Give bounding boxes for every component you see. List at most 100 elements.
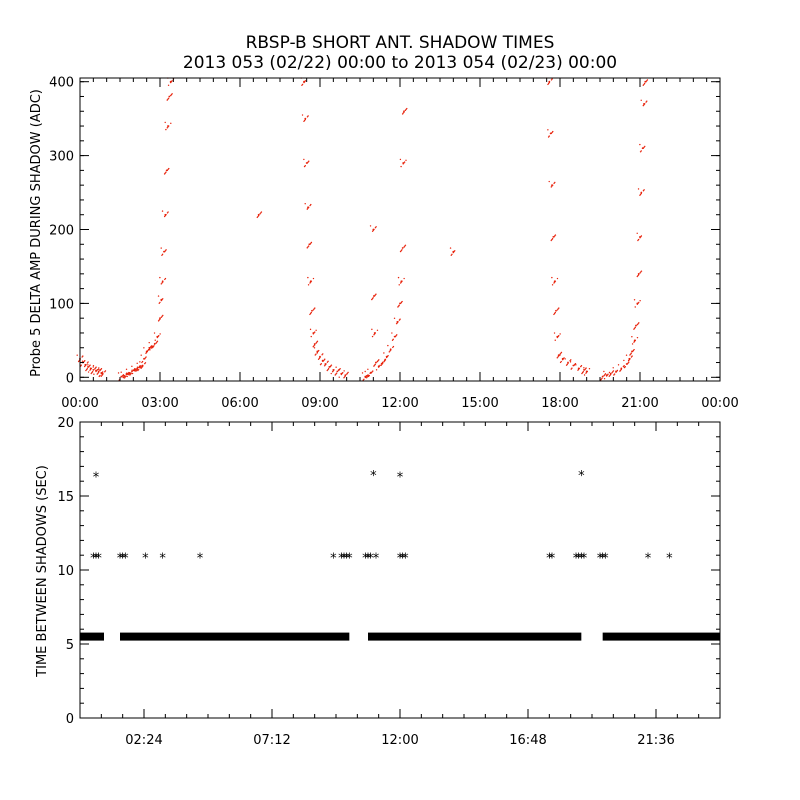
top-data-point: [141, 361, 143, 364]
top-data-point: [559, 354, 561, 356]
top-data-point: [340, 373, 343, 376]
top-data-point: [399, 282, 402, 284]
top-data-point: [170, 122, 172, 125]
top-data-point: [636, 303, 639, 306]
top-data-point: [547, 83, 549, 86]
bottom-y-tick-label: 20: [57, 416, 74, 431]
bottom-data-point: *: [93, 552, 100, 567]
top-data-point: [633, 341, 635, 343]
top-x-tick-label: 21:00: [621, 396, 658, 411]
bottom-data-point: *: [578, 469, 585, 484]
top-data-point: [343, 370, 345, 372]
top-data-point: [316, 352, 318, 354]
top-data-point: [149, 349, 151, 351]
top-data-point: [642, 104, 644, 107]
top-data-point: [588, 367, 591, 370]
top-data-point: [373, 334, 375, 336]
top-data-point: [83, 365, 86, 368]
top-data-point: [94, 368, 96, 370]
top-data-point: [161, 210, 164, 212]
top-data-point: [387, 344, 389, 347]
top-data-point: [312, 309, 315, 311]
chart-title-line2: 2013 053 (02/22) 00:00 to 2013 054 (02/2…: [183, 53, 617, 73]
bottom-data-point: *: [367, 552, 374, 567]
top-data-point: [403, 246, 405, 248]
top-data-point: [559, 361, 562, 364]
top-data-point: [168, 95, 171, 98]
bottom-data-point: *: [666, 552, 673, 567]
top-data-point: [634, 306, 636, 308]
top-data-point: [401, 113, 404, 115]
top-data-point: [374, 227, 377, 229]
bottom-data-point: *: [599, 552, 606, 567]
top-data-point: [309, 204, 311, 207]
top-data-point: [121, 375, 123, 378]
top-data-point: [132, 369, 135, 372]
top-data-point: [623, 366, 626, 369]
top-data-point: [398, 319, 401, 321]
top-data-point: [170, 94, 172, 97]
top-data-point: [95, 370, 97, 373]
top-data-point: [611, 372, 613, 374]
top-data-point: [89, 369, 91, 371]
top-data-point: [145, 352, 147, 354]
top-data-point: [627, 359, 630, 362]
top-data-point: [626, 363, 629, 365]
top-data-point: [155, 342, 157, 344]
top-data-point: [556, 309, 559, 311]
top-data-point: [153, 343, 156, 345]
top-data-point: [323, 365, 326, 367]
top-data-point: [385, 356, 388, 359]
top-data-point: [166, 99, 168, 101]
top-data-point: [117, 372, 120, 374]
top-data-point: [373, 295, 376, 297]
bottom-data-point: *: [362, 552, 369, 567]
top-data-point: [559, 333, 561, 335]
top-data-point: [369, 225, 372, 227]
bottom-data-point: *: [397, 552, 404, 567]
top-data-point: [144, 362, 146, 365]
top-plot-frame: [79, 77, 721, 382]
bottom-data-point: *: [581, 552, 588, 567]
top-data-point: [160, 299, 163, 302]
bottom-data-run: [80, 632, 104, 641]
bottom-data-point: *: [90, 552, 97, 567]
top-y-tick-label: 300: [49, 150, 74, 165]
top-data-point: [623, 359, 625, 362]
top-data-point: [303, 81, 305, 84]
top-data-point: [99, 369, 101, 371]
top-data-point: [371, 335, 374, 338]
top-data-point: [135, 370, 137, 372]
bottom-y-tick-label: 10: [57, 564, 74, 579]
top-data-point: [306, 162, 309, 164]
top-data-point: [561, 359, 564, 361]
top-data-point: [120, 371, 122, 373]
top-data-point: [645, 101, 647, 103]
bottom-data-point: *: [578, 552, 585, 567]
top-data-point: [85, 369, 87, 372]
top-data-point: [640, 99, 642, 101]
top-data-point: [122, 376, 125, 379]
top-data-point: [259, 213, 261, 215]
bottom-data-point: *: [370, 469, 377, 484]
top-data-point: [153, 332, 156, 334]
bottom-data-point: *: [142, 552, 149, 567]
top-data-point: [551, 284, 554, 286]
bottom-data-point: *: [343, 552, 350, 567]
top-data-point: [303, 158, 305, 161]
top-axes: 00:00 03:00 06:00 09:00 12:00 15:00 18:00 21:00…: [49, 76, 739, 411]
top-data-point: [553, 282, 555, 284]
top-data-point: [309, 243, 311, 245]
top-data-point: [157, 320, 160, 322]
top-data-point: [303, 120, 305, 123]
top-data-point: [376, 329, 379, 331]
top-data-point: [383, 359, 386, 361]
top-data-point: [636, 336, 639, 339]
bottom-data-point: *: [573, 552, 580, 567]
bottom-data-point: *: [159, 552, 166, 567]
top-data-point: [550, 132, 553, 135]
top-x-tick-label: 09:00: [301, 396, 338, 411]
top-data-point: [326, 369, 328, 372]
top-data-point: [642, 147, 645, 149]
top-data-point: [554, 339, 556, 341]
